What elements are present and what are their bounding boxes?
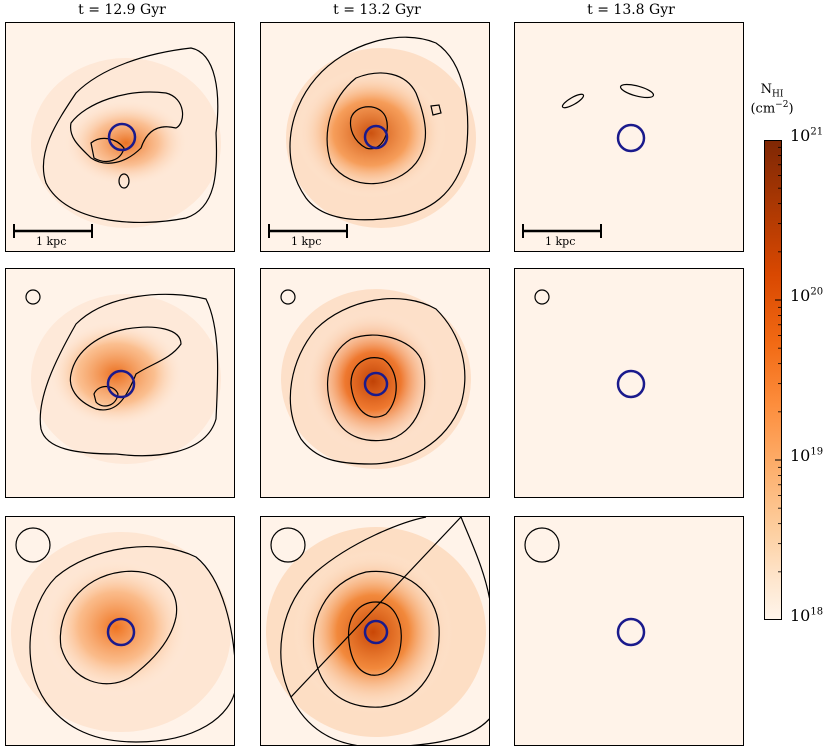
column-title-2: t = 13.2 Gyr bbox=[333, 2, 421, 18]
center-marker bbox=[616, 617, 646, 647]
column-density-map bbox=[524, 527, 646, 647]
contour-inner bbox=[59, 570, 178, 685]
contour-inner bbox=[350, 357, 397, 418]
contour-outer bbox=[289, 36, 469, 221]
contour-inner bbox=[348, 601, 402, 676]
contour-mid bbox=[326, 72, 427, 185]
center-marker bbox=[616, 369, 646, 399]
colorbar-label: NHI (cm−2) bbox=[750, 82, 794, 116]
resolution-circle bbox=[280, 289, 296, 305]
contour-blob bbox=[619, 83, 655, 99]
center-marker bbox=[616, 123, 646, 153]
center-marker bbox=[106, 617, 136, 647]
scale-bar-label: 1 kpc bbox=[545, 235, 576, 248]
column-density-map bbox=[534, 289, 646, 399]
contour-outer bbox=[29, 546, 234, 743]
contour-inner bbox=[69, 91, 184, 164]
contour-outer bbox=[289, 298, 466, 465]
panel-r1-c2: 1 kpc bbox=[260, 22, 490, 252]
column-density-map bbox=[280, 289, 471, 469]
column-density-map bbox=[13, 47, 221, 238]
contour-outer bbox=[42, 47, 219, 223]
contour-outer bbox=[280, 517, 489, 745]
contour-outer bbox=[39, 293, 219, 457]
resolution-circle bbox=[25, 289, 41, 305]
colorbar-tick-label: 1019 bbox=[790, 446, 824, 465]
scale-bar-label: 1 kpc bbox=[291, 235, 322, 248]
colorbar-ticks bbox=[775, 140, 782, 620]
column-density-map bbox=[266, 517, 489, 745]
panel-r3-c2 bbox=[260, 516, 490, 746]
column-density-map bbox=[522, 83, 655, 238]
colorbar bbox=[764, 140, 782, 620]
center-marker bbox=[107, 122, 137, 152]
panel-r1-c3: 1 kpc bbox=[514, 22, 744, 252]
resolution-circle bbox=[534, 289, 550, 305]
column-density-map bbox=[11, 527, 234, 743]
column-density-map bbox=[25, 289, 221, 464]
resolution-circle bbox=[270, 527, 306, 563]
center-marker bbox=[363, 619, 389, 645]
center-marker bbox=[363, 371, 389, 397]
panel-r2-c1 bbox=[5, 268, 235, 498]
column-title-3: t = 13.8 Gyr bbox=[587, 2, 675, 18]
panel-r2-c2 bbox=[260, 268, 490, 498]
contour-inner bbox=[69, 326, 182, 411]
panel-r2-c3 bbox=[514, 268, 744, 498]
contour-mid bbox=[312, 570, 440, 708]
colorbar-tick-label: 1018 bbox=[790, 606, 824, 625]
column-density-map bbox=[268, 36, 476, 238]
contour-mid bbox=[327, 334, 426, 442]
panel-r3-c1 bbox=[5, 516, 235, 746]
contour-core bbox=[90, 137, 125, 162]
colorbar-tick-label: 1021 bbox=[790, 126, 824, 145]
center-marker bbox=[106, 369, 136, 399]
panel-r3-c3 bbox=[514, 516, 744, 746]
contour-blob bbox=[430, 104, 442, 116]
contour-inner bbox=[349, 106, 388, 150]
panel-r1-c1: 1 kpc bbox=[5, 22, 235, 252]
column-title-1: t = 12.9 Gyr bbox=[78, 2, 166, 18]
contour-blob bbox=[561, 93, 585, 109]
colorbar-tick-label: 1020 bbox=[790, 286, 824, 305]
scale-bar-label: 1 kpc bbox=[36, 235, 67, 248]
contour-blob bbox=[118, 173, 130, 189]
contour-core bbox=[93, 385, 119, 407]
resolution-circle bbox=[524, 527, 560, 563]
resolution-circle bbox=[15, 527, 51, 563]
center-marker bbox=[363, 124, 389, 150]
